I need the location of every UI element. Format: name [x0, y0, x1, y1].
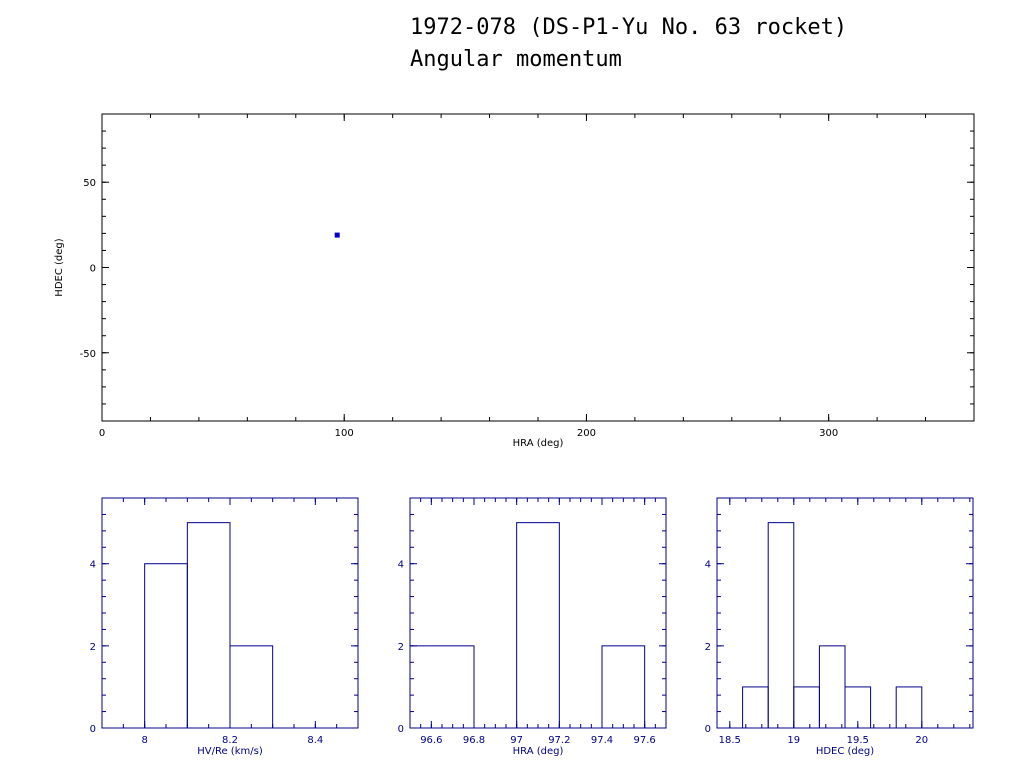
plot3-x-tick-label: 97 — [510, 735, 523, 746]
plot3-x-tick-label: 97.2 — [548, 735, 570, 746]
plot2-x-tick-label: 8.2 — [222, 735, 238, 746]
plot3-histogram-bar — [516, 522, 560, 729]
plot1-x-tick-label: 100 — [335, 428, 354, 439]
plot1-x-tick-label: 0 — [99, 428, 105, 439]
chart-subtitle: Angular momentum — [410, 47, 622, 72]
plot3-y-tick-label: 2 — [398, 642, 404, 653]
plot4-y-tick-label: 0 — [705, 724, 711, 735]
plot3-x-tick-label: 96.6 — [420, 735, 442, 746]
plot4-x-tick-label: 18.5 — [719, 735, 741, 746]
plot1-y-tick-label: 50 — [83, 178, 96, 189]
plot3-histogram-bar — [409, 645, 475, 729]
plot4-y-tick-label: 4 — [705, 560, 711, 571]
plot4-x-tick-label: 19 — [787, 735, 800, 746]
plot1-x-tick-label: 200 — [577, 428, 596, 439]
plot4-histogram-bar — [895, 686, 923, 729]
plot4-x-tick-label: 19.5 — [847, 735, 869, 746]
plot2-x-axis-label: HV/Re (km/s) — [197, 746, 263, 757]
plot3-x-tick-label: 97.6 — [634, 735, 656, 746]
plot3-x-tick-label: 97.4 — [591, 735, 613, 746]
plot2-histogram-bar — [144, 563, 188, 729]
plot3-x-axis-label: HRA (deg) — [513, 746, 564, 757]
plot3-histogram-bar — [601, 645, 646, 729]
plot2-histogram-bar — [229, 645, 274, 729]
plot3-y-tick-label: 0 — [398, 724, 404, 735]
plot4-histogram-bar — [742, 686, 769, 729]
chart-title: 1972-078 (DS-P1-Yu No. 63 rocket) — [410, 15, 848, 40]
plot4-histogram-bar — [793, 686, 820, 729]
plot4-x-tick-label: 20 — [915, 735, 928, 746]
plot1-y-axis-label: HDEC (deg) — [54, 238, 65, 296]
plot1-frame — [101, 113, 975, 422]
plot3-y-tick-label: 4 — [398, 560, 404, 571]
plot2-x-tick-label: 8.4 — [307, 735, 323, 746]
plot1-y-tick-label: -50 — [80, 349, 96, 360]
plot4-histogram-bar — [818, 645, 846, 729]
plot4-histogram-bar — [767, 522, 795, 729]
plot3-frame — [409, 497, 667, 729]
plot2-histogram-bar — [186, 522, 231, 729]
plot4-x-axis-label: HDEC (deg) — [816, 746, 874, 757]
plot3-x-tick-label: 96.8 — [463, 735, 485, 746]
plot2-y-tick-label: 4 — [90, 560, 96, 571]
plot4-histogram-bar — [844, 686, 872, 729]
plot2-y-tick-label: 0 — [90, 724, 96, 735]
plot2-x-tick-label: 8 — [141, 735, 147, 746]
plot1-y-tick-label: 0 — [90, 264, 96, 275]
plot2-y-tick-label: 2 — [90, 642, 96, 653]
plot1-x-tick-label: 300 — [819, 428, 838, 439]
plot4-y-tick-label: 2 — [705, 642, 711, 653]
plot1-x-axis-label: HRA (deg) — [513, 438, 564, 449]
scatter-point — [334, 232, 340, 238]
